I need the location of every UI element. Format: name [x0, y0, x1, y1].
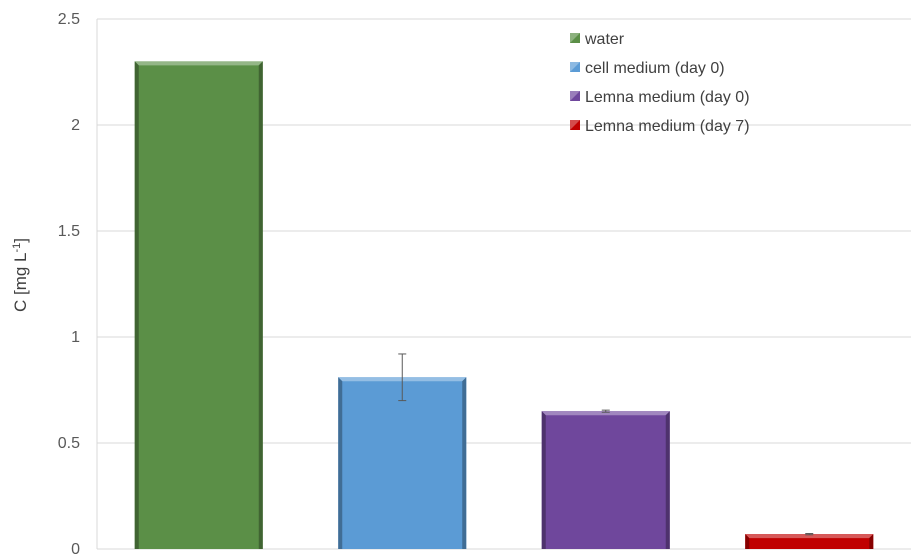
bar [541, 411, 670, 549]
legend-item: cell medium (day 0) [570, 60, 725, 77]
y-tick-label: 2 [71, 117, 80, 134]
bar-bevel-right [462, 377, 467, 549]
bar-bevel-right [869, 534, 874, 549]
y-axis-label: C [mg L-1] [11, 238, 30, 312]
legend-swatch-highlight [570, 91, 580, 101]
legend-swatch-highlight [570, 120, 580, 130]
bar-bevel-top [134, 61, 263, 66]
bar-bevel-right [258, 61, 263, 550]
y-tick-labels: 0 0.5 1 1.5 2 2.5 [58, 11, 80, 554]
bar-bevel-right [665, 411, 670, 549]
error-bars [398, 353, 814, 536]
error-bar [805, 533, 814, 536]
y-tick-label: 1 [71, 329, 80, 346]
bar-bevel-left [745, 534, 750, 549]
legend-label: water [584, 31, 625, 48]
bars [134, 61, 874, 550]
legend-label: cell medium (day 0) [585, 60, 725, 77]
error-bar [398, 353, 407, 402]
bar-bevel-left [541, 411, 546, 549]
legend: water cell medium (day 0) Lemna medium (da… [570, 31, 750, 135]
bar-bevel-left [134, 61, 139, 550]
legend-item: Lemna medium (day 7) [570, 118, 750, 135]
bar-bevel-top [541, 411, 670, 416]
bar [134, 61, 263, 550]
legend-swatch-highlight [570, 62, 580, 72]
y-tick-label: 2.5 [58, 11, 80, 28]
legend-swatch-highlight [570, 33, 580, 43]
bar [745, 534, 874, 549]
y-tick-label: 1.5 [58, 223, 80, 240]
legend-label: Lemna medium (day 7) [585, 118, 750, 135]
legend-label: Lemna medium (day 0) [585, 89, 750, 106]
bar-bevel-left [338, 377, 343, 549]
y-tick-label: 0 [71, 541, 80, 554]
bar [338, 377, 467, 549]
bar-body [541, 411, 670, 549]
legend-item: Lemna medium (day 0) [570, 89, 750, 106]
bar-body [338, 377, 467, 549]
bar-bevel-top [745, 534, 874, 539]
legend-item: water [570, 31, 625, 48]
bar-body [134, 61, 263, 550]
error-bar [601, 409, 610, 413]
y-tick-label: 0.5 [58, 435, 80, 452]
